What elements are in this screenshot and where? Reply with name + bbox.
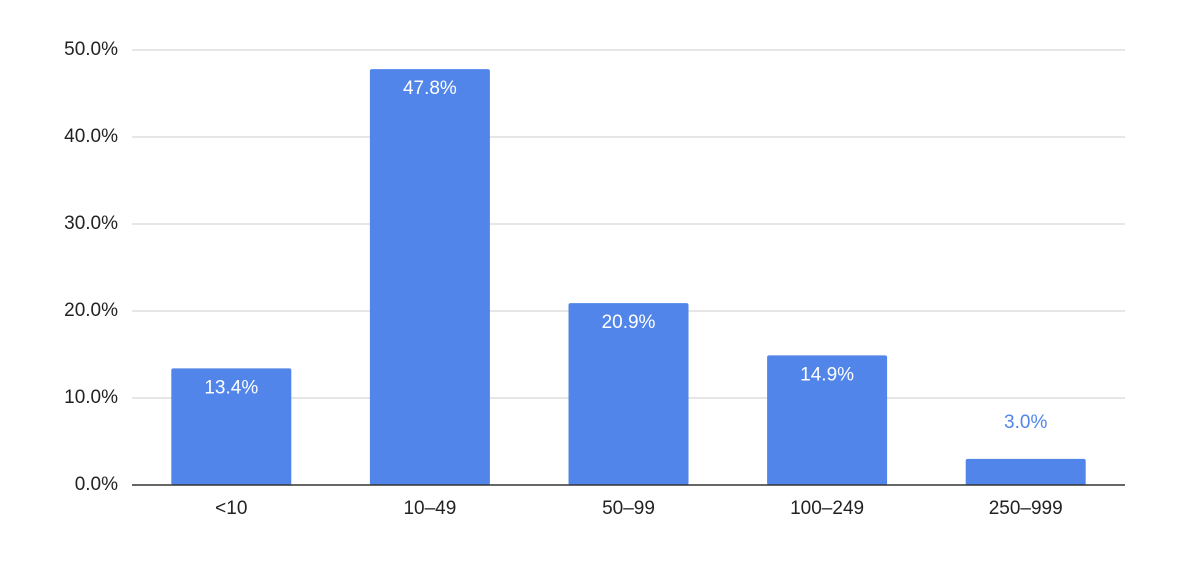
value-label: 3.0% — [1004, 412, 1047, 433]
value-label: 14.9% — [800, 364, 854, 385]
y-tick-label: 0.0% — [75, 474, 118, 495]
y-tick-label: 10.0% — [64, 387, 118, 408]
value-label: 20.9% — [602, 312, 656, 333]
y-tick-label: 30.0% — [64, 213, 118, 234]
x-tick-label: 250–999 — [989, 498, 1063, 519]
bar — [965, 458, 1086, 485]
y-tick-label: 50.0% — [64, 39, 118, 60]
x-tick-label: 10–49 — [403, 498, 456, 519]
value-label: 13.4% — [204, 377, 258, 398]
y-tick-label: 40.0% — [64, 126, 118, 147]
x-tick-label: 100–249 — [790, 498, 864, 519]
value-label: 47.8% — [403, 78, 457, 99]
bar — [568, 303, 689, 485]
bar — [171, 368, 292, 485]
x-tick-label: <10 — [215, 498, 247, 519]
bar — [369, 69, 490, 485]
y-tick-label: 20.0% — [64, 300, 118, 321]
bar — [767, 355, 888, 485]
x-tick-label: 50–99 — [602, 498, 655, 519]
